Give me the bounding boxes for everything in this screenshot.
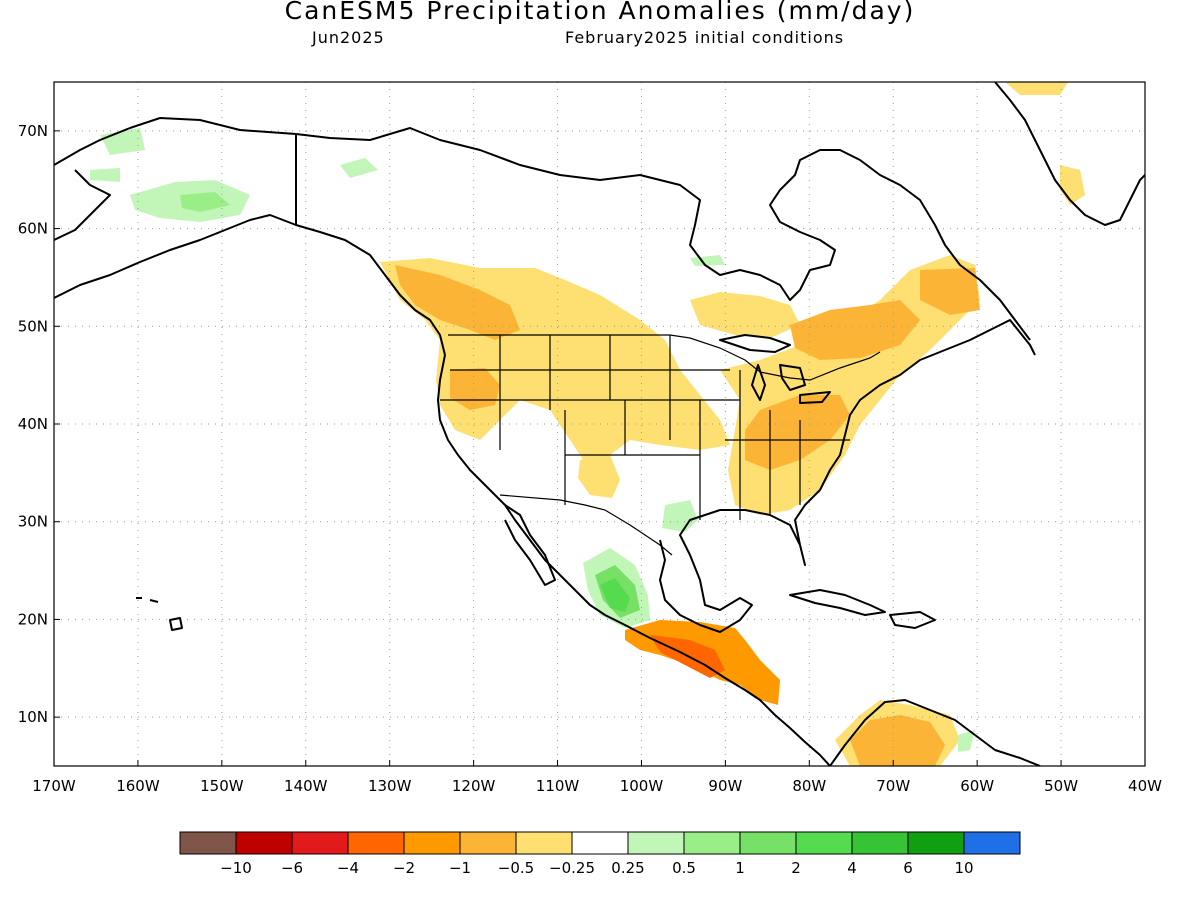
legend-label: −6 bbox=[281, 859, 303, 877]
legend-label: −0.5 bbox=[498, 859, 534, 877]
lon-label: 130W bbox=[368, 777, 412, 795]
map-title: CanESM5 Precipitation Anomalies (mm/day) bbox=[284, 0, 916, 25]
wet-anomaly-texas bbox=[662, 500, 698, 532]
legend-label: 0.5 bbox=[672, 859, 696, 877]
lon-label: 100W bbox=[620, 777, 664, 795]
baja-coast bbox=[504, 504, 556, 586]
dry-anomaly-appalachia bbox=[745, 395, 850, 470]
lat-label: 40N bbox=[18, 415, 48, 433]
wet-anomaly-alaska-core bbox=[180, 192, 230, 212]
legend-label: −0.25 bbox=[549, 859, 595, 877]
lon-label: 90W bbox=[708, 777, 742, 795]
legend-label: −2 bbox=[393, 859, 415, 877]
greenland-coast bbox=[994, 82, 1145, 226]
arctic-coast bbox=[295, 127, 1031, 341]
longitude-labels: 170W 160W 150W 140W 130W 120W 110W 100W 90W 80W 70… bbox=[32, 777, 1162, 795]
legend-label: 2 bbox=[791, 859, 801, 877]
lat-label: 50N bbox=[18, 317, 48, 335]
lon-label: 150W bbox=[200, 777, 244, 795]
gulf-east-coast bbox=[659, 319, 1041, 766]
legend-swatch bbox=[795, 831, 853, 855]
dry-anomaly-labrador bbox=[920, 268, 980, 315]
hawaii-coast bbox=[136, 597, 183, 631]
legend-swatch bbox=[515, 831, 573, 855]
legend-label: 10 bbox=[954, 859, 973, 877]
legend-label: −1 bbox=[449, 859, 471, 877]
legend-swatch bbox=[739, 831, 797, 855]
lat-label: 20N bbox=[18, 610, 48, 628]
latitude-ticks bbox=[54, 130, 60, 718]
lon-label: 140W bbox=[284, 777, 328, 795]
cuba-coast bbox=[789, 589, 886, 616]
color-legend bbox=[179, 831, 1021, 855]
lon-label: 40W bbox=[1128, 777, 1162, 795]
canada-us-border bbox=[448, 334, 881, 381]
legend-swatch bbox=[235, 831, 293, 855]
legend-label: −4 bbox=[337, 859, 359, 877]
legend-label: 4 bbox=[847, 859, 857, 877]
lon-label: 70W bbox=[876, 777, 910, 795]
legend-swatch bbox=[627, 831, 685, 855]
legend-swatch bbox=[179, 831, 237, 855]
latitude-labels: 70N 60N 50N 40N 30N 20N 10N bbox=[18, 122, 48, 726]
legend-swatch bbox=[963, 831, 1021, 855]
legend-label: 1 bbox=[735, 859, 745, 877]
legend-swatch bbox=[683, 831, 741, 855]
legend-swatch bbox=[851, 831, 909, 855]
lon-label: 60W bbox=[960, 777, 994, 795]
legend-swatch bbox=[907, 831, 965, 855]
lon-label: 50W bbox=[1044, 777, 1078, 795]
legend-swatch bbox=[571, 831, 629, 855]
legend-labels: −10 −6 −4 −2 −1 −0.5 −0.25 0.25 0.5 1 2 4 6 10 bbox=[220, 859, 973, 877]
lat-label: 70N bbox=[18, 122, 48, 140]
lon-label: 120W bbox=[452, 777, 496, 795]
anomaly-shading bbox=[90, 82, 1085, 766]
longitude-ticks bbox=[53, 760, 1146, 766]
alaska-coast bbox=[54, 117, 446, 356]
wet-anomaly-mexico-peak bbox=[600, 578, 630, 612]
lat-label: 30N bbox=[18, 513, 48, 531]
lon-label: 160W bbox=[116, 777, 160, 795]
us-mexico-border bbox=[499, 494, 673, 556]
lon-label: 80W bbox=[792, 777, 826, 795]
political-borders bbox=[440, 334, 881, 556]
pacific-coast bbox=[437, 354, 831, 766]
dry-anomaly-southwest bbox=[578, 455, 620, 498]
legend-label: 0.25 bbox=[611, 859, 644, 877]
dry-anomaly-quebec bbox=[790, 300, 920, 360]
legend-label: −10 bbox=[220, 859, 252, 877]
lon-label: 110W bbox=[536, 777, 580, 795]
wet-anomaly-alaska bbox=[90, 128, 975, 752]
dry-anomaly-ontario bbox=[690, 292, 800, 338]
legend-swatch bbox=[347, 831, 405, 855]
dry-anomaly-bc-core bbox=[395, 265, 520, 340]
hispaniola-coast bbox=[889, 611, 936, 629]
legend-swatch bbox=[459, 831, 517, 855]
great-lakes bbox=[719, 334, 831, 404]
dry-anomaly-south-america-core bbox=[850, 715, 945, 766]
lon-label: 170W bbox=[32, 777, 76, 795]
legend-label: 6 bbox=[903, 859, 913, 877]
coastlines bbox=[54, 82, 1145, 766]
us-state-lines bbox=[440, 335, 850, 520]
initial-conditions-label: February2025 initial conditions bbox=[565, 28, 845, 47]
legend-swatch bbox=[403, 831, 461, 855]
valid-month-label: Jun2025 bbox=[312, 28, 385, 47]
lat-label: 60N bbox=[18, 220, 48, 238]
legend-swatch bbox=[291, 831, 349, 855]
lat-label: 10N bbox=[18, 708, 48, 726]
dry-anomaly-greenland bbox=[1005, 82, 1085, 205]
